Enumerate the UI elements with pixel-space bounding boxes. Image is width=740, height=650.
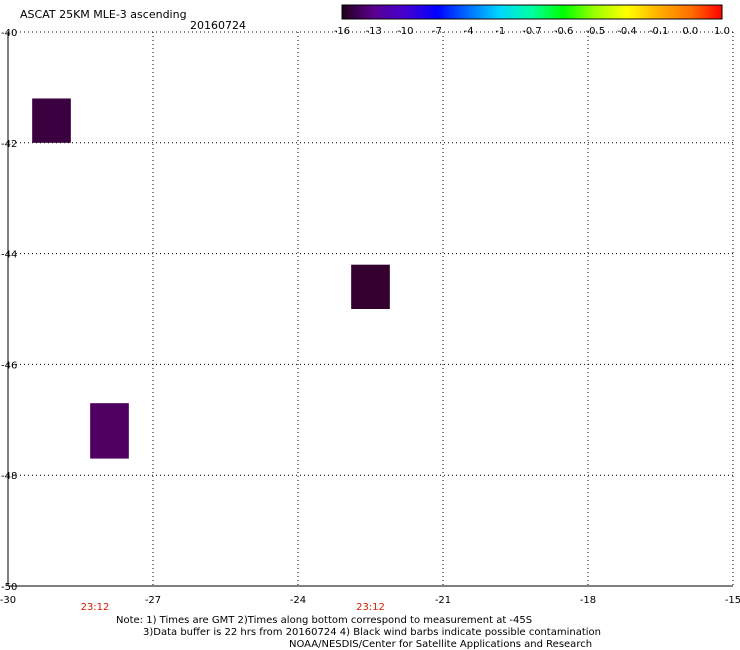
colorbar: -16 -13 -10 -7 -4 -1 -0.7 -0.6 -0.5 -0.4 -0.1 0.0 1.… bbox=[334, 4, 730, 37]
colorbar-label: 1.0 bbox=[714, 26, 730, 37]
colorbar-label: -0.4 bbox=[617, 26, 637, 37]
data-cells bbox=[32, 98, 390, 459]
x-tick-label: -15 bbox=[725, 595, 740, 606]
x-tick-label: -18 bbox=[580, 595, 596, 606]
x-tick-label: -21 bbox=[435, 595, 451, 606]
y-tick-label: -42 bbox=[1, 139, 17, 150]
y-tick-label: -50 bbox=[1, 582, 17, 593]
wind-cell bbox=[351, 264, 390, 309]
colorbar-label: -0.5 bbox=[586, 26, 606, 37]
colorbar-label: -10 bbox=[397, 26, 413, 37]
note-line-2: 3)Data buffer is 22 hrs from 20160724 4)… bbox=[143, 627, 601, 638]
x-tick-label: -30 bbox=[0, 595, 16, 606]
map-grid bbox=[7, 31, 734, 587]
note-line-1: Note: 1) Times are GMT 2)Times along bot… bbox=[116, 615, 533, 626]
y-tick-label: -46 bbox=[1, 360, 17, 371]
x-tick-label: -27 bbox=[145, 595, 161, 606]
time-label: 23:12 bbox=[356, 602, 385, 613]
map-title: ASCAT 25KM MLE-3 ascending bbox=[20, 8, 187, 21]
colorbar-ramp bbox=[341, 4, 723, 20]
time-labels: 23:12 23:12 bbox=[81, 602, 385, 613]
wind-cell bbox=[32, 98, 71, 143]
time-label: 23:12 bbox=[81, 602, 110, 613]
y-tick-label: -40 bbox=[1, 28, 17, 39]
axis-ticks: -30 -27 -24 -21 -18 -15 -40 -42 -44 -46 -48 -50 bbox=[0, 28, 740, 606]
colorbar-label: 0.0 bbox=[682, 26, 698, 37]
colorbar-label: -0.1 bbox=[649, 26, 669, 37]
colorbar-label: -13 bbox=[365, 26, 381, 37]
colorbar-label: -0.6 bbox=[554, 26, 574, 37]
note-line-3: NOAA/NESDIS/Center for Satellite Applica… bbox=[289, 639, 593, 650]
map-date: 20160724 bbox=[190, 19, 246, 32]
y-tick-label: -48 bbox=[1, 471, 17, 482]
colorbar-label: -16 bbox=[334, 26, 350, 37]
x-tick-label: -24 bbox=[290, 595, 306, 606]
wind-cell bbox=[90, 403, 129, 459]
y-tick-label: -44 bbox=[1, 250, 17, 261]
